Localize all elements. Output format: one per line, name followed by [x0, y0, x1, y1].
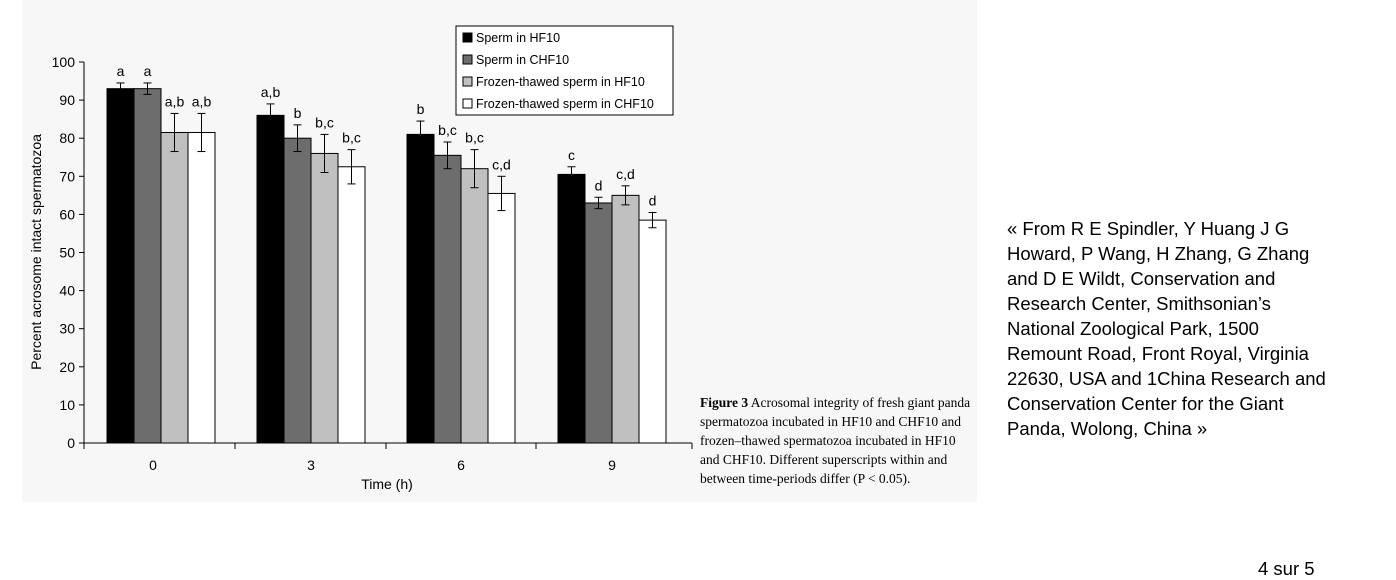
x-tick-label: 3: [307, 457, 315, 473]
bar: [283, 137, 312, 444]
figure-panel: 0 10 20 30 40 50 60 70 80 90 100 a a,b b c a b b,c d a,b b,c…: [22, 0, 977, 502]
legend-entry: Frozen-thawed sperm in CHF10: [476, 97, 654, 111]
x-tick-label: 6: [457, 457, 465, 473]
bar-significance-label: c: [568, 147, 575, 163]
bar: [557, 173, 586, 444]
bar-chart: 0102030405060708090100aa,bbcabb,cda,bb,c…: [28, 25, 693, 492]
legend-entry: Sperm in HF10: [476, 31, 560, 45]
y-tick-label: 20: [59, 359, 75, 375]
legend-swatch: [462, 76, 473, 87]
y-tick-label: 0: [67, 435, 75, 451]
bar: [638, 219, 667, 444]
bar: [256, 114, 285, 444]
bar: [406, 133, 435, 444]
bar-significance-label: a,b: [261, 84, 281, 100]
source-note: « From R E Spindler, Y Huang J G Howard,…: [1007, 218, 1326, 439]
page-counter: 4 sur 5: [1258, 558, 1315, 579]
bar: [310, 152, 339, 444]
y-tick-label: 70: [59, 168, 75, 184]
y-tick-label: 40: [59, 283, 75, 299]
bar: [460, 168, 489, 444]
x-tick-label: 0: [149, 457, 157, 473]
bar-significance-label: a: [117, 63, 125, 79]
bar: [133, 88, 162, 444]
y-tick-label: 50: [59, 245, 75, 261]
x-axis-title: Time (h): [361, 476, 413, 492]
y-tick-label: 60: [59, 206, 75, 222]
bar-significance-label: b,c: [465, 130, 484, 146]
legend-entry: Frozen-thawed sperm in HF10: [476, 75, 645, 89]
bar: [160, 131, 189, 444]
x-tick-label: 9: [608, 457, 616, 473]
legend-swatch: [462, 98, 473, 109]
y-tick-label: 30: [59, 321, 75, 337]
bar-significance-label: b: [417, 101, 425, 117]
bar: [433, 154, 462, 444]
caption-figure-label: Figure 3: [700, 395, 749, 410]
y-tick-label: 10: [59, 397, 75, 413]
y-tick-label: 80: [59, 130, 75, 146]
bar-significance-label: b,c: [438, 122, 457, 138]
legend-entry: Sperm in CHF10: [476, 53, 569, 67]
bar-significance-label: b,c: [315, 114, 334, 130]
y-tick-label: 90: [59, 92, 75, 108]
legend-swatch: [462, 32, 473, 43]
legend-box: [455, 25, 674, 116]
bar-significance-label: b,c: [342, 130, 361, 146]
bar-significance-label: d: [649, 192, 657, 208]
bar-significance-label: a,b: [165, 93, 185, 109]
bar-significance-label: a,b: [192, 93, 212, 109]
caption-text: Acrosomal integrity of fresh giant panda…: [700, 395, 971, 486]
y-tick-label: 100: [52, 54, 76, 70]
bar: [584, 202, 613, 444]
bar: [337, 166, 366, 444]
bar: [187, 131, 216, 444]
bar: [611, 194, 640, 444]
bar-significance-label: a: [144, 63, 152, 79]
bar: [106, 88, 135, 444]
bar-significance-label: c,d: [616, 166, 635, 182]
bar-significance-label: c,d: [492, 156, 511, 172]
legend-swatch: [462, 54, 473, 65]
bar-significance-label: d: [595, 177, 603, 193]
figure-caption: Figure 3 Acrosomal integrity of fresh gi…: [700, 393, 975, 488]
y-axis-title: Percent acrosome intact spermatozoa: [28, 134, 44, 370]
bar: [487, 192, 516, 444]
bar-significance-label: b: [294, 105, 302, 121]
